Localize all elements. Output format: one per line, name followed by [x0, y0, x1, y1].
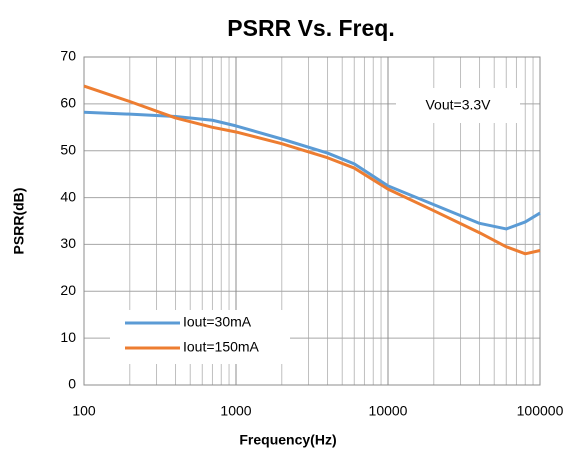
annotation-box: [396, 88, 520, 123]
x-tick-label: 1000: [220, 403, 251, 419]
x-tick-label: 100000: [517, 403, 564, 419]
y-tick-label: 40: [60, 188, 76, 204]
y-tick-label: 20: [60, 282, 76, 298]
y-axis-label: PSRR(dB): [11, 188, 27, 255]
y-tick-label: 70: [60, 48, 76, 64]
x-tick-label: 100: [72, 403, 96, 419]
y-tick-label: 0: [68, 376, 76, 392]
series-line: [83, 84, 541, 256]
annotation: Vout=3.3V: [425, 97, 491, 113]
chart-title: PSRR Vs. Freq.: [227, 15, 394, 41]
legend-box: [110, 310, 290, 364]
y-tick-label: 30: [60, 235, 76, 251]
x-axis-label: Frequency(Hz): [239, 432, 336, 448]
y-tick-label: 10: [60, 329, 76, 345]
legend-label: Iout=150mA: [183, 339, 260, 355]
y-tick-label: 60: [60, 95, 76, 111]
plot-border: [83, 56, 541, 386]
x-tick-label: 10000: [369, 403, 408, 419]
series-line: [83, 110, 541, 231]
legend-label: Iout=30mA: [183, 314, 252, 330]
y-tick-label: 50: [60, 141, 76, 157]
